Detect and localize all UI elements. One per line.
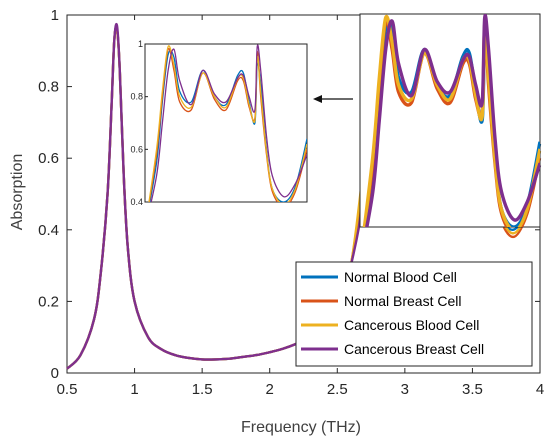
main-axes: 0.5 1 1.5 2 2.5 3 3.5 4 0 0.2 0.4 0.6 0.8 1 xyxy=(38,7,544,398)
x-tick-label: 2 xyxy=(266,381,274,398)
inset-y-tick-label: 0.6 xyxy=(130,144,143,154)
y-tick-label: 0 xyxy=(51,365,59,382)
x-tick-label: 3.5 xyxy=(462,381,483,398)
x-axis-label: Frequency (THz) xyxy=(241,419,361,436)
inset-y-tick-label: 0.8 xyxy=(130,92,143,102)
inset-y-tick-label: 1 xyxy=(138,39,143,49)
arrow-head xyxy=(313,95,322,103)
x-tick-label: 1.5 xyxy=(192,381,213,398)
y-tick-label: 0.2 xyxy=(38,293,59,310)
inset-series-line xyxy=(150,44,307,202)
zoom-series xyxy=(362,14,540,227)
inset-plot: 0.4 0.6 0.8 1 xyxy=(130,39,308,207)
legend: Normal Blood Cell Normal Breast Cell Cance… xyxy=(295,261,533,367)
y-tick-label: 0.8 xyxy=(38,79,59,96)
inset-frame xyxy=(144,43,308,203)
y-tick-label: 0.4 xyxy=(38,222,59,239)
legend-label: Cancerous Breast Cell xyxy=(344,341,484,357)
x-tick-label: 3 xyxy=(401,381,409,398)
inset-series xyxy=(148,44,307,202)
y-axis-label: Absorption xyxy=(9,154,26,231)
legend-label: Normal Breast Cell xyxy=(344,293,461,309)
x-tick-label: 2.5 xyxy=(327,381,348,398)
zoom-region-box xyxy=(359,13,541,228)
zoom-frame xyxy=(359,13,541,228)
inset-y-tick-label: 0.4 xyxy=(130,197,143,207)
y-tick-label: 0.6 xyxy=(38,150,59,167)
legend-label: Normal Blood Cell xyxy=(344,269,457,285)
x-tick-label: 0.5 xyxy=(57,381,78,398)
x-tick-label: 1 xyxy=(130,381,138,398)
legend-label: Cancerous Blood Cell xyxy=(344,317,479,333)
zoom-series-line xyxy=(365,14,540,227)
y-tick-label: 1 xyxy=(51,7,59,24)
pointer-arrow xyxy=(313,95,353,103)
x-tick-label: 4 xyxy=(536,381,544,398)
